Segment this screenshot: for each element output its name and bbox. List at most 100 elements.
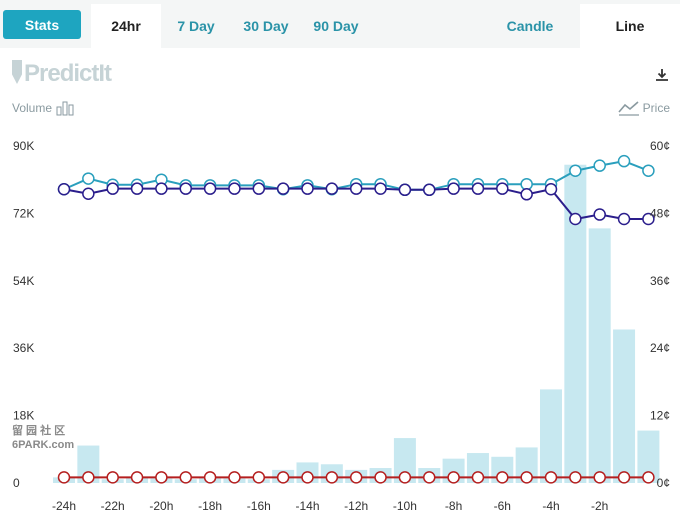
volume-legend-label: Volume xyxy=(12,101,53,115)
volume-axis: 90K 72K 54K 36K 18K 0 xyxy=(13,139,34,490)
download-icon[interactable] xyxy=(654,67,670,83)
tab-bar: Stats 24hr 7 Day 30 Day 90 Day Candle Li… xyxy=(0,0,680,48)
price-series-red-point xyxy=(642,471,655,484)
price-series-navy-point xyxy=(179,182,192,195)
price-series-navy-point xyxy=(398,183,412,197)
price-series-red-point xyxy=(252,471,266,484)
stats-button[interactable]: Stats xyxy=(3,10,81,39)
price-series-teal-point xyxy=(569,164,582,177)
logo-mark-icon xyxy=(12,60,22,84)
logo-text: PredictIt xyxy=(24,60,112,87)
price-series-navy-point xyxy=(447,182,460,195)
price-tick-label: 48¢ xyxy=(650,206,670,220)
price-series-red-point xyxy=(569,471,582,484)
price-series-navy-point xyxy=(617,212,631,226)
price-series-red-point xyxy=(179,471,192,484)
volume-bar xyxy=(393,438,416,483)
price-series-navy-point xyxy=(569,212,582,226)
price-series-red-point xyxy=(57,471,71,484)
price-series-red-point xyxy=(106,471,119,484)
time-tick-label: -20h xyxy=(149,499,173,513)
price-series-red-point xyxy=(228,471,241,484)
price-series-navy-point xyxy=(349,182,363,195)
price-series-red-point xyxy=(544,471,558,484)
price-series-navy-point xyxy=(228,182,241,195)
tab-candle[interactable]: Candle xyxy=(506,18,554,34)
time-tick-label: -10h xyxy=(393,499,417,513)
volume-bars xyxy=(53,164,660,483)
price-series-red-point xyxy=(471,471,485,484)
volume-tick-label: 90K xyxy=(13,139,34,153)
price-series-red-point xyxy=(325,471,339,484)
price-series-red-point xyxy=(617,471,631,484)
volume-tick-label: 72K xyxy=(13,206,34,220)
price-series-navy-point xyxy=(325,182,339,195)
price-series-red-point xyxy=(155,471,168,484)
watermark-line-2: 6PARK.com xyxy=(12,439,75,452)
volume-tick-label: 18K xyxy=(13,409,34,423)
price-series-teal-point xyxy=(82,172,95,185)
price-series-navy-point xyxy=(57,182,71,196)
volume-tick-label: 54K xyxy=(13,274,34,288)
price-series-navy-point xyxy=(520,188,533,201)
time-tick-label: -12h xyxy=(344,499,368,513)
time-tick-label: -16h xyxy=(247,499,271,513)
time-tick-label: -22h xyxy=(101,499,125,513)
price-series-navy-point xyxy=(544,182,558,196)
price-series-navy-point xyxy=(252,182,266,195)
price-series-red-point xyxy=(349,471,363,484)
price-series-teal-point xyxy=(617,154,631,168)
volume-bar xyxy=(564,164,587,483)
price-tick-label: 60¢ xyxy=(650,139,670,153)
line-chart-icon xyxy=(618,101,639,116)
price-legend-label: Price xyxy=(642,101,670,115)
price-series-red-point xyxy=(447,471,460,484)
volume-bar xyxy=(540,389,562,483)
price-series-red-point xyxy=(276,471,290,484)
price-series-navy-point xyxy=(642,212,655,226)
price-series-navy-point xyxy=(301,182,314,195)
time-tick-label: -18h xyxy=(198,499,222,513)
price-series-red-point xyxy=(520,471,533,484)
price-series-navy-point xyxy=(106,182,119,195)
volume-bar xyxy=(637,430,660,483)
watermark: 留 园 社 区 6PARK.com xyxy=(12,424,74,453)
time-tick-label: -14h xyxy=(295,499,319,513)
tab-7-day[interactable]: 7 Day xyxy=(177,18,215,34)
price-series-navy-point xyxy=(276,182,290,195)
tab-line[interactable]: Line xyxy=(580,4,680,48)
price-axis: 60¢ 48¢ 36¢ 24¢ 12¢ 0¢ xyxy=(650,139,670,490)
price-lines xyxy=(57,154,655,484)
time-tick-label: -8h xyxy=(445,499,462,513)
price-series-teal-point xyxy=(642,164,655,177)
tab-30-day[interactable]: 30 Day xyxy=(243,18,289,34)
volume-bar xyxy=(588,228,611,483)
price-series-navy-point xyxy=(423,183,436,197)
time-tick-label: -24h xyxy=(52,499,76,513)
volume-legend[interactable]: Volume xyxy=(12,100,76,116)
price-tick-label: 24¢ xyxy=(650,341,670,355)
price-series-red-point xyxy=(301,471,314,484)
tab-24hr[interactable]: 24hr xyxy=(91,4,161,48)
price-series-red-point xyxy=(423,471,436,484)
watermark-line-1: 留 园 社 区 xyxy=(12,425,66,437)
price-series-red-point xyxy=(203,471,217,484)
price-series-navy-point xyxy=(82,187,95,200)
price-legend[interactable]: Price xyxy=(618,100,670,116)
price-series-navy-point xyxy=(203,182,217,195)
price-series-navy-point xyxy=(593,208,606,221)
tab-90-day[interactable]: 90 Day xyxy=(313,18,359,34)
time-tick-label: -2h xyxy=(591,499,608,513)
price-tick-label: 12¢ xyxy=(650,409,670,423)
price-series-red-point xyxy=(82,471,95,484)
price-series-red-point xyxy=(593,471,606,484)
price-series-navy-point xyxy=(374,182,387,195)
price-series-navy-point xyxy=(496,182,509,195)
time-tick-label: -6h xyxy=(494,499,511,513)
price-series-red-point xyxy=(398,471,412,484)
price-series-navy-point xyxy=(130,182,144,195)
price-series-red-point xyxy=(374,471,387,484)
price-series-navy-point xyxy=(471,182,485,195)
volume-bar xyxy=(77,445,100,483)
